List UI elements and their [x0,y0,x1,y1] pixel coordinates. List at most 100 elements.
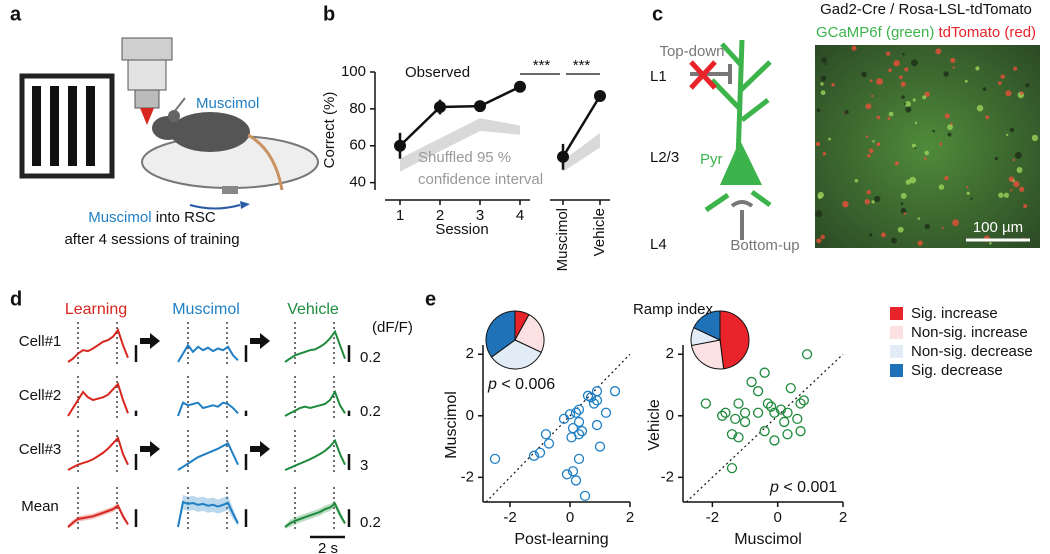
cell-dot [944,175,949,181]
cell-dot [851,45,857,51]
point [775,404,787,415]
point [573,416,585,428]
cell-dot [825,63,828,66]
cell-dot [894,161,899,166]
layer-label: L4 [650,236,667,253]
point [582,390,594,401]
point [573,404,585,415]
cell-dot [817,191,824,199]
legend-label: Non-sig. increase [911,324,1028,341]
pie-slice [485,310,516,358]
scale-label: 0.2 [360,349,381,366]
trace [177,441,239,471]
arrow [140,441,160,457]
cell-dot [935,48,942,55]
legend-label: Sig. increase [911,305,998,322]
cell-dot [914,121,918,125]
cell-dot [1025,83,1030,88]
column-title: Vehicle [287,301,339,318]
cell-dot [1005,90,1012,97]
panel-label: d [10,288,22,310]
cell-dot [898,75,903,80]
significance-label: *** [573,57,591,74]
cell-dot [880,232,886,238]
cell-dot [867,153,871,158]
point [739,416,751,428]
significance-label: *** [533,57,551,74]
confidence-band [400,118,520,172]
cell-dot [854,179,859,183]
trace [177,500,239,528]
caption-rest: into RSC [152,209,216,226]
neuron-diagram [704,39,772,213]
y-tick-label: -2 [461,468,474,485]
trace [284,389,346,417]
cell-dot [866,190,871,195]
point [591,419,603,431]
scale-bar-label: 100 µm [973,219,1023,236]
cell-dot [932,129,935,133]
cell-dot [998,192,1004,198]
legend-swatch [890,345,903,358]
caption: Muscimol into RSC [88,209,216,226]
cell-dot [815,141,821,147]
point [720,407,731,418]
stat-symbol: p [487,376,497,393]
cell-dot [816,238,822,244]
x-tick-label: 3 [476,207,484,224]
row-label: Cell#3 [19,441,62,458]
cell-dot [900,81,906,87]
cell-dot [1012,158,1016,162]
cell-dot [842,201,849,208]
pie-slice [693,310,721,341]
x-axis-label: Muscimol [734,531,802,548]
identity-line [485,353,631,503]
pie-slice [690,339,725,370]
row-label: Mean [21,498,59,515]
x-axis-label: Post-learning [514,531,608,548]
x-tick-label: 2 [839,509,847,526]
cell-dot [868,148,874,154]
cell-dot [947,132,952,137]
point [573,453,585,465]
y-tick-label: 40 [349,174,366,191]
trace [67,382,129,417]
scale-label: 3 [360,457,368,474]
panel-label: c [652,3,663,25]
point [726,429,738,440]
arrow [140,333,160,349]
point [769,407,780,418]
point [795,426,806,437]
stat-annotation: p < 0.006 [487,376,555,393]
point [567,466,579,477]
trace [67,436,129,471]
time-scale-label: 2 s [318,540,338,554]
point [570,475,582,486]
x-tick-label: -2 [503,509,516,526]
cell-dot [897,226,904,233]
point [540,429,552,440]
stat-text: < 0.001 [779,479,837,496]
cell-dot [924,91,930,97]
caption: after 4 sessions of training [64,231,239,248]
y-tick-label: 0 [666,407,674,424]
point [785,382,796,394]
cell-dot [1005,133,1009,137]
cell-dot [910,59,918,67]
cell-dot [964,79,968,83]
cell-dot [893,62,897,66]
identity-line [685,353,844,503]
point [798,395,809,406]
legend-swatch [890,364,903,377]
layer-label: L1 [650,68,667,85]
point [594,89,606,102]
pie-slice [490,339,542,370]
cell-dot [924,223,930,230]
panel-label: b [323,3,335,25]
layer-label: L2/3 [650,149,679,166]
cell-dot [887,116,891,120]
x-tick-label: -2 [706,509,719,526]
panel-title: Ramp index [633,301,714,318]
band-label: confidence interval [418,171,543,188]
y-tick-label: -2 [661,468,674,485]
